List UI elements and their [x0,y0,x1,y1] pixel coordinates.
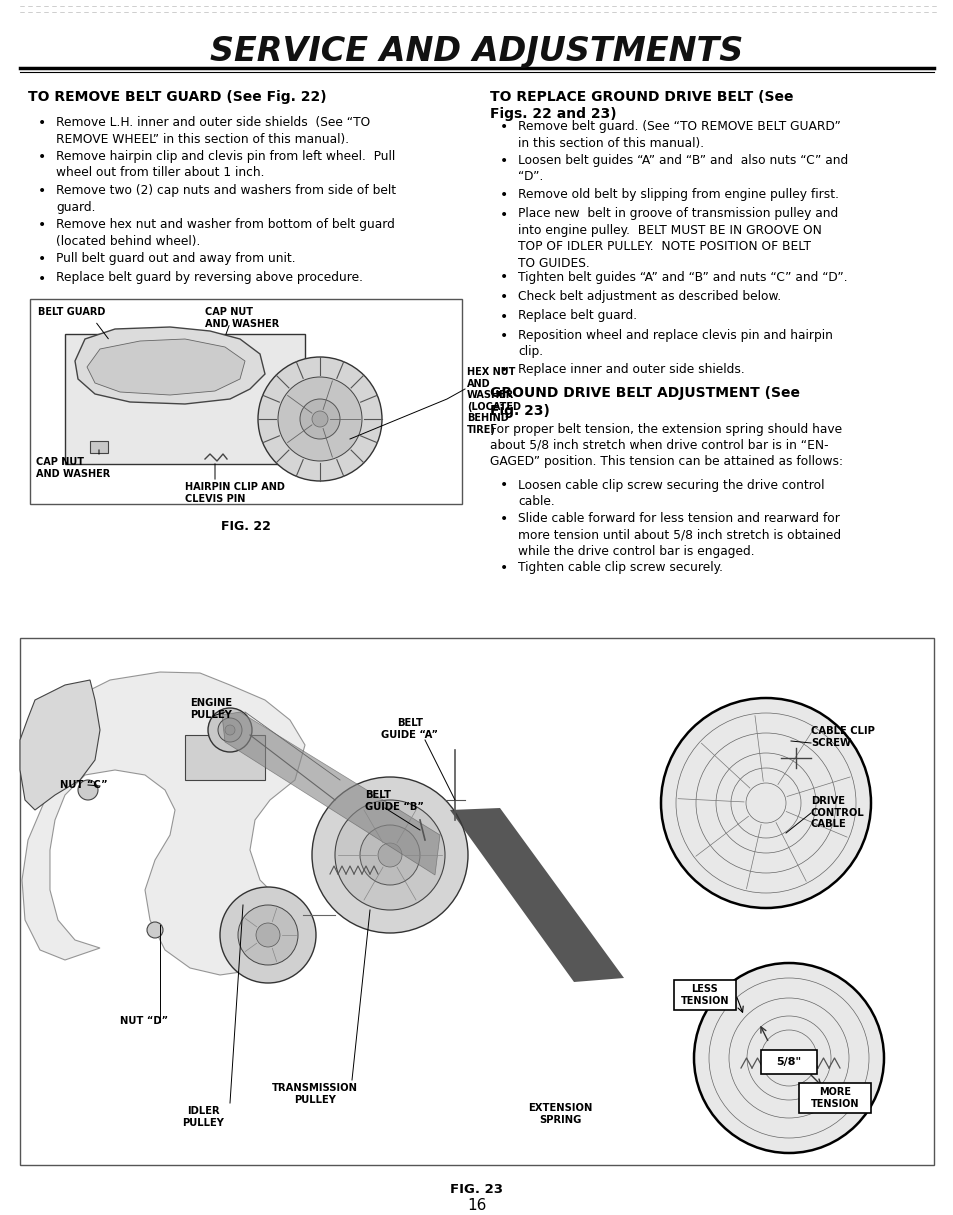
Bar [799,1083,870,1113]
Text: •: • [499,329,508,343]
Text: IDLER
PULLEY: IDLER PULLEY [182,1106,224,1128]
Text: FIG. 22: FIG. 22 [221,520,271,533]
Text: •: • [499,363,508,377]
Text: HEX NUT
AND
WASHER
(LOCATED
BEHIND
TIRE): HEX NUT AND WASHER (LOCATED BEHIND TIRE) [467,367,520,435]
Text: Slide cable forward for less tension and rearward for
more tension until about 5: Slide cable forward for less tension and… [517,513,841,559]
Circle shape [208,708,252,752]
Text: Tighten belt guides “A” and “B” and nuts “C” and “D”.: Tighten belt guides “A” and “B” and nuts… [517,271,846,283]
Bar [185,735,265,780]
Text: •: • [38,252,46,266]
Text: Replace belt guard.: Replace belt guard. [517,310,637,322]
Text: •: • [499,513,508,526]
Text: GROUND DRIVE BELT ADJUSTMENT (See
Fig. 23): GROUND DRIVE BELT ADJUSTMENT (See Fig. 2… [490,386,800,418]
Polygon shape [222,712,439,875]
Text: BELT
GUIDE “B”: BELT GUIDE “B” [365,790,423,812]
Text: •: • [38,115,46,130]
Text: FIG. 23: FIG. 23 [450,1183,503,1196]
Bar [20,638,933,1165]
Text: •: • [38,217,46,232]
Polygon shape [450,808,623,982]
Text: Loosen belt guides “A” and “B” and  also nuts “C” and
“D”.: Loosen belt guides “A” and “B” and also … [517,154,847,183]
Circle shape [218,718,242,742]
Text: Remove old belt by slipping from engine pulley first.: Remove old belt by slipping from engine … [517,188,838,200]
Text: •: • [38,149,46,164]
Text: Replace belt guard by reversing above procedure.: Replace belt guard by reversing above pr… [56,271,363,284]
Text: Check belt adjustment as described below.: Check belt adjustment as described below… [517,290,781,303]
Text: CABLE CLIP
SCREW: CABLE CLIP SCREW [810,727,874,747]
Text: •: • [499,154,508,168]
Text: BELT GUARD: BELT GUARD [38,307,105,317]
Text: ENGINE
PULLEY: ENGINE PULLEY [190,697,232,719]
Bar [30,299,461,504]
Text: NUT “C”: NUT “C” [60,780,108,790]
Polygon shape [20,680,100,810]
Text: Replace inner and outer side shields.: Replace inner and outer side shields. [517,363,744,375]
Text: MORE
TENSION: MORE TENSION [810,1087,859,1109]
Bar [673,981,735,1010]
Circle shape [277,377,361,460]
Text: EXTENSION
SPRING: EXTENSION SPRING [527,1103,592,1125]
Text: •: • [499,188,508,202]
Circle shape [147,922,163,938]
Text: Remove hex nut and washer from bottom of belt guard
(located behind wheel).: Remove hex nut and washer from bottom of… [56,217,395,248]
Polygon shape [75,327,265,405]
Circle shape [312,411,328,426]
Text: •: • [38,271,46,286]
Circle shape [237,905,297,965]
Circle shape [312,778,468,933]
Circle shape [257,357,381,481]
Text: CAP NUT
AND WASHER: CAP NUT AND WASHER [205,307,279,328]
Circle shape [255,923,280,946]
Text: NUT “D”: NUT “D” [120,1016,168,1025]
Text: For proper belt tension, the extension spring should have
about 5/8 inch stretch: For proper belt tension, the extension s… [490,423,842,469]
Circle shape [78,780,98,799]
Text: BELT
GUIDE “A”: BELT GUIDE “A” [381,718,438,740]
Circle shape [693,963,883,1153]
Text: •: • [499,479,508,492]
Text: Place new  belt in groove of transmission pulley and
into engine pulley.  BELT M: Place new belt in groove of transmission… [517,208,838,270]
Text: •: • [499,310,508,323]
Text: Remove two (2) cap nuts and washers from side of belt
guard.: Remove two (2) cap nuts and washers from… [56,183,395,214]
Circle shape [660,697,870,908]
Text: •: • [499,561,508,575]
Bar [760,1050,816,1074]
Text: TO REMOVE BELT GUARD (See Fig. 22): TO REMOVE BELT GUARD (See Fig. 22) [28,90,326,104]
Text: Reposition wheel and replace clevis pin and hairpin
clip.: Reposition wheel and replace clevis pin … [517,329,832,358]
Circle shape [299,399,339,439]
Text: 5/8": 5/8" [776,1057,801,1067]
Circle shape [335,799,444,910]
Bar [65,334,305,464]
Text: TO REPLACE GROUND DRIVE BELT (See
Figs. 22 and 23): TO REPLACE GROUND DRIVE BELT (See Figs. … [490,90,793,122]
Circle shape [220,887,315,983]
Bar [90,441,108,453]
Text: Remove L.H. inner and outer side shields  (See “TO
REMOVE WHEEL” in this section: Remove L.H. inner and outer side shields… [56,115,370,146]
Text: •: • [499,120,508,134]
Text: TRANSMISSION
PULLEY: TRANSMISSION PULLEY [272,1083,357,1104]
Text: •: • [38,183,46,198]
Circle shape [359,825,419,885]
Text: •: • [499,271,508,284]
Text: DRIVE
CONTROL
CABLE: DRIVE CONTROL CABLE [810,796,863,829]
Text: Pull belt guard out and away from unit.: Pull belt guard out and away from unit. [56,252,295,265]
Text: •: • [499,290,508,304]
Text: LESS
TENSION: LESS TENSION [680,984,728,1006]
Circle shape [225,725,234,735]
Polygon shape [22,672,305,974]
Text: Tighten cable clip screw securely.: Tighten cable clip screw securely. [517,561,722,573]
Text: CAP NUT
AND WASHER: CAP NUT AND WASHER [36,457,111,479]
Polygon shape [87,339,245,395]
Text: 16: 16 [467,1198,486,1213]
Text: SERVICE AND ADJUSTMENTS: SERVICE AND ADJUSTMENTS [211,35,742,68]
Text: Remove belt guard. (See “TO REMOVE BELT GUARD”
in this section of this manual).: Remove belt guard. (See “TO REMOVE BELT … [517,120,840,149]
Text: Loosen cable clip screw securing the drive control
cable.: Loosen cable clip screw securing the dri… [517,479,823,508]
Text: •: • [499,208,508,221]
Text: HAIRPIN CLIP AND
CLEVIS PIN: HAIRPIN CLIP AND CLEVIS PIN [185,482,285,503]
Circle shape [377,843,401,868]
Text: Remove hairpin clip and clevis pin from left wheel.  Pull
wheel out from tiller : Remove hairpin clip and clevis pin from … [56,149,395,180]
